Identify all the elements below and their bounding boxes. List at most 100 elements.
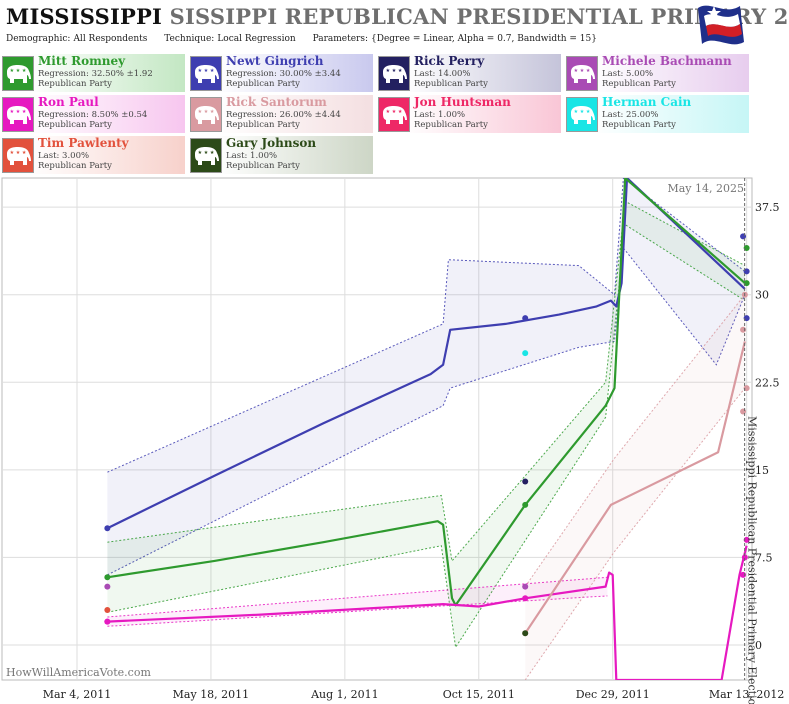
rick-santorum-point [740,326,747,333]
y-tick-label: 22.5 [755,376,780,389]
ron-paul-point [740,571,747,578]
x-tick-label: Dec 29, 2011 [576,688,650,701]
title-race: SISSIPPI REPUBLICAN PRESIDENTIAL PRIMARY… [169,4,789,29]
demographic-value: All Respondents [73,34,148,44]
legend-item-tim-pawlenty: ★ ★ ★ Tim Pawlenty Last: 3.00% Republican P… [0,136,185,174]
mitt-romney-upper-bound [107,200,746,563]
y-tick-label: 30 [755,289,769,302]
svg-text:★ ★ ★: ★ ★ ★ [386,68,403,74]
legend-name: Tim Pawlenty [38,136,129,150]
ron-paul-line [107,545,748,680]
x-tick-label: Oct 15, 2011 [443,688,515,701]
legend-stat: Last: 1.00% [226,151,278,161]
svg-text:★ ★ ★: ★ ★ ★ [10,68,27,74]
rick-santorum-lower-bound [524,387,746,680]
legend-item-mitt-romney: ★ ★ ★ Mitt Romney Regression: 32.50% ±1.92… [0,54,185,92]
rick-santorum-line [524,341,746,634]
legend-name: Ron Paul [38,95,99,109]
flag-logo [698,5,744,45]
ron-paul-point [104,618,111,625]
elephant-icon: ★ ★ ★ [378,56,410,91]
y-tick-label: 0 [755,639,762,652]
y-tick-label: 7.5 [755,551,773,564]
header: MISSISSIPPI SISSIPPI REPUBLICAN PRESIDEN… [0,0,789,52]
elephant-icon: ★ ★ ★ [566,97,598,132]
gary-johnson-point [522,630,529,637]
elephant-icon: ★ ★ ★ [2,138,34,173]
rick-santorum-point [740,408,747,415]
elephant-icon: ★ ★ ★ [2,97,34,132]
elephant-icon: ★ ★ ★ [190,56,222,91]
legend-stat: Regression: 30.00% ±3.44 [226,69,341,79]
legend-item-michele-bachmann: ★ ★ ★ Michele Bachmann Last: 5.00% Republic… [564,54,749,92]
newt-gingrich-point [522,315,529,322]
legend-name: Mitt Romney [38,54,126,68]
legend-party: Republican Party [38,161,112,171]
date-stamp: May 14, 2025 [667,182,744,195]
election-label: Mississippi Republican Presidential Prim… [746,416,759,704]
mitt-romney-lower-bound [107,223,746,649]
legend-party: Republican Party [602,79,676,89]
mitt-romney-start-point [104,574,111,581]
legend-item-jon-huntsman: ★ ★ ★ Jon Huntsman Last: 1.00% Republican P… [376,95,561,133]
michele-bachmann-point [104,583,111,590]
legend-name: Newt Gingrich [226,54,324,68]
technique-value: Local Regression [217,34,296,44]
svg-text:★ ★ ★: ★ ★ ★ [198,150,215,156]
parameters-line: Demographic: All Respondents Technique: Lo… [6,34,597,44]
legend-stat: Last: 14.00% [414,69,471,79]
svg-text:★ ★ ★: ★ ★ ★ [574,68,591,74]
rick-santorum-upper-bound [524,294,746,587]
technique-label: Technique: [164,34,215,44]
newt-gingrich-upper-bound [107,178,746,473]
page-title: MISSISSIPPI SISSIPPI REPUBLICAN PRESIDEN… [6,4,789,29]
elephant-icon: ★ ★ ★ [2,56,34,91]
legend-stat: Last: 5.00% [602,69,654,79]
michele-bachmann-point [522,583,529,590]
rick-perry-point [522,478,529,485]
y-tick-label: 15 [755,464,769,477]
x-tick-label: May 18, 2011 [173,688,250,701]
elephant-icon: ★ ★ ★ [190,97,222,132]
legend: ★ ★ ★ Mitt Romney Regression: 32.50% ±1.92… [0,54,789,176]
legend-item-rick-perry: ★ ★ ★ Rick Perry Last: 14.00% Republican Pa… [376,54,561,92]
legend-party: Republican Party [38,79,112,89]
title-state: MISSISSIPPI [6,4,163,29]
legend-party: Republican Party [226,161,300,171]
svg-text:★ ★ ★: ★ ★ ★ [10,109,27,115]
legend-party: Republican Party [226,79,300,89]
legend-name: Rick Santorum [226,95,327,109]
tim-pawlenty-point [104,606,111,613]
x-tick-label: Mar 4, 2011 [43,688,112,701]
legend-item-newt-gingrich: ★ ★ ★ Newt Gingrich Regression: 30.00% ±3.… [188,54,373,92]
mitt-romney-band [107,201,745,648]
legend-item-gary-johnson: ★ ★ ★ Gary Johnson Last: 1.00% Republican P… [188,136,373,174]
legend-name: Michele Bachmann [602,54,732,68]
y-tick-label: 37.5 [755,201,780,214]
mitt-romney-line [107,178,746,607]
plot-frame [1,177,753,681]
legend-party: Republican Party [602,120,676,130]
x-tick-label: Aug 1, 2011 [310,688,379,701]
ron-paul-point [522,595,529,602]
legend-party: Republican Party [226,120,300,130]
legend-name: Rick Perry [414,54,485,68]
legend-party: Republican Party [414,79,488,89]
legend-party: Republican Party [414,120,488,130]
svg-text:★ ★ ★: ★ ★ ★ [10,150,27,156]
elephant-icon: ★ ★ ★ [190,138,222,173]
elephant-icon: ★ ★ ★ [566,56,598,91]
newt-gingrich-lower-bound [107,246,746,576]
parameters-value: {Degree = Linear, Alpha = 0.7, Bandwidth… [371,34,597,44]
svg-text:★ ★ ★: ★ ★ ★ [198,68,215,74]
x-tick-label: Mar 13, 2012 [709,688,785,701]
legend-party: Republican Party [38,120,112,130]
svg-text:★ ★ ★: ★ ★ ★ [574,109,591,115]
parameters-label: Parameters: [312,34,369,44]
legend-stat: Regression: 26.00% ±4.44 [226,110,341,120]
legend-stat: Last: 1.00% [414,110,466,120]
svg-text:★ ★ ★: ★ ★ ★ [386,109,403,115]
series-layer [104,178,750,680]
chart: Mississippi Republican Presidential Prim… [1,177,785,704]
legend-stat: Regression: 32.50% ±1.92 [38,69,153,79]
